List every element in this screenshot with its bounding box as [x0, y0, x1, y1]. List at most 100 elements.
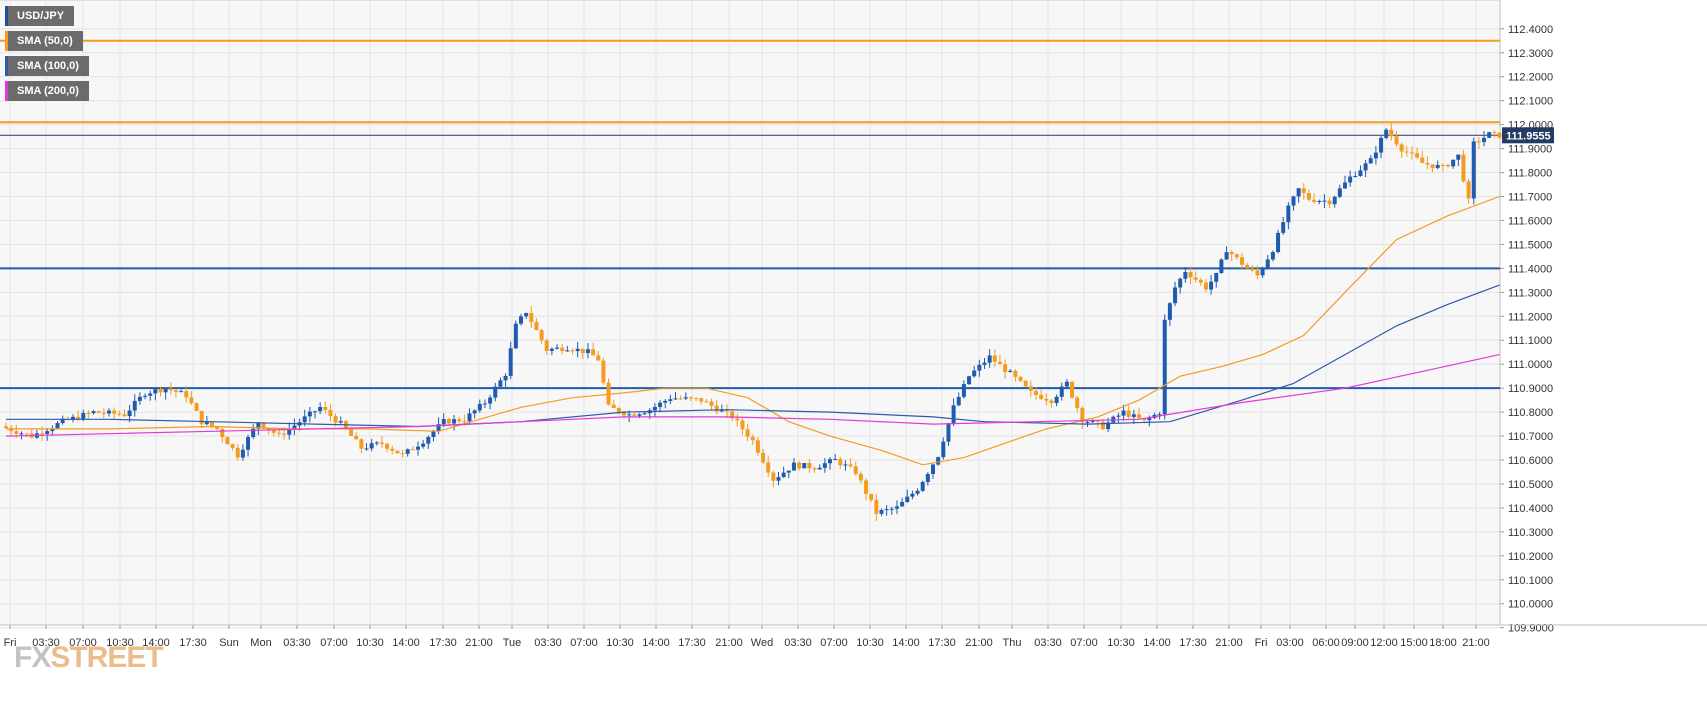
candle-body[interactable] — [694, 397, 699, 399]
candle-body[interactable] — [302, 416, 307, 423]
candle-body[interactable] — [385, 443, 390, 449]
candle-body[interactable] — [735, 418, 740, 421]
candle-body[interactable] — [745, 429, 750, 437]
candle-body[interactable] — [91, 411, 96, 414]
candle-body[interactable] — [4, 426, 8, 429]
candle-body[interactable] — [817, 467, 822, 470]
candle-body[interactable] — [956, 396, 961, 406]
candle-body[interactable] — [987, 355, 992, 363]
candle-body[interactable] — [673, 398, 678, 400]
candle-body[interactable] — [611, 404, 616, 409]
candle-body[interactable] — [127, 410, 132, 417]
candle-body[interactable] — [210, 422, 214, 427]
candle-body[interactable] — [1260, 268, 1265, 276]
candle-body[interactable] — [328, 410, 333, 417]
candle-body[interactable] — [822, 463, 827, 468]
candle-body[interactable] — [1229, 252, 1234, 255]
legend-usdjpy[interactable]: USD/JPY — [5, 6, 75, 26]
candle-body[interactable] — [555, 347, 560, 349]
candle-body[interactable] — [282, 433, 287, 435]
candle-body[interactable] — [946, 423, 951, 442]
candle-body[interactable] — [390, 448, 395, 451]
candle-body[interactable] — [920, 481, 925, 491]
candle-body[interactable] — [807, 463, 812, 469]
candle-body[interactable] — [1173, 287, 1178, 304]
candle-body[interactable] — [688, 397, 693, 399]
candle-body[interactable] — [1064, 381, 1069, 387]
candle-body[interactable] — [266, 427, 271, 431]
candle-body[interactable] — [184, 391, 189, 398]
candle-body[interactable] — [477, 403, 482, 411]
candle-body[interactable] — [967, 376, 972, 385]
candle-body[interactable] — [951, 405, 956, 424]
candle-body[interactable] — [889, 508, 894, 510]
candle-body[interactable] — [1085, 421, 1090, 423]
candle-body[interactable] — [158, 389, 163, 393]
candle-body[interactable] — [1415, 153, 1420, 158]
candle-body[interactable] — [1440, 164, 1445, 166]
candle-body[interactable] — [858, 473, 863, 481]
candle-body[interactable] — [1039, 394, 1044, 399]
candle-body[interactable] — [163, 388, 168, 393]
candle-body[interactable] — [364, 448, 369, 450]
candle-body[interactable] — [503, 375, 508, 381]
candle-body[interactable] — [395, 450, 400, 454]
candle-body[interactable] — [977, 364, 982, 371]
candle-body[interactable] — [730, 411, 735, 419]
candle-body[interactable] — [1157, 414, 1162, 416]
candle-body[interactable] — [148, 393, 153, 396]
candle-body[interactable] — [256, 422, 261, 429]
candle-body[interactable] — [1028, 386, 1033, 391]
candle-body[interactable] — [426, 436, 431, 444]
candle-body[interactable] — [1281, 222, 1286, 233]
candle-body[interactable] — [941, 441, 946, 458]
candle-body[interactable] — [446, 419, 451, 424]
candle-body[interactable] — [1353, 175, 1358, 177]
candle-body[interactable] — [1214, 272, 1219, 282]
candle-body[interactable] — [81, 412, 86, 420]
candle-body[interactable] — [14, 431, 19, 434]
candle-body[interactable] — [997, 361, 1002, 365]
candle-body[interactable] — [1446, 164, 1450, 167]
candle-body[interactable] — [122, 414, 127, 417]
candle-body[interactable] — [1008, 370, 1013, 373]
candle-body[interactable] — [117, 413, 122, 415]
candle-body[interactable] — [1203, 282, 1208, 290]
candle-body[interactable] — [869, 493, 874, 500]
candle-body[interactable] — [1337, 188, 1342, 197]
candle-body[interactable] — [833, 459, 838, 461]
candle-body[interactable] — [1296, 188, 1301, 197]
candle-body[interactable] — [1044, 398, 1049, 401]
candle-body[interactable] — [276, 432, 281, 434]
candle-body[interactable] — [740, 420, 745, 430]
candle-body[interactable] — [1482, 137, 1487, 143]
candle-body[interactable] — [1301, 188, 1306, 194]
candle-body[interactable] — [1363, 163, 1368, 171]
candle-body[interactable] — [235, 447, 240, 458]
candle-body[interactable] — [1476, 141, 1481, 143]
candle-body[interactable] — [24, 433, 29, 435]
candle-body[interactable] — [19, 433, 24, 435]
candle-body[interactable] — [1142, 418, 1147, 421]
legend-sma-200[interactable]: SMA (200,0) — [5, 81, 89, 101]
candle-body[interactable] — [493, 386, 498, 398]
candle-body[interactable] — [40, 433, 45, 435]
candle-body[interactable] — [596, 355, 601, 361]
candle-body[interactable] — [725, 410, 729, 412]
candle-body[interactable] — [776, 477, 781, 481]
candle-body[interactable] — [1137, 414, 1141, 419]
candle-body[interactable] — [900, 502, 905, 507]
candle-body[interactable] — [652, 406, 657, 411]
candle-body[interactable] — [585, 349, 590, 354]
candle-body[interactable] — [1075, 397, 1080, 408]
candle-body[interactable] — [632, 414, 637, 416]
candle-body[interactable] — [1451, 159, 1456, 167]
candle-body[interactable] — [1312, 199, 1317, 202]
candle-body[interactable] — [560, 347, 565, 352]
candle-body[interactable] — [719, 410, 724, 412]
candle-body[interactable] — [405, 449, 410, 454]
candle-body[interactable] — [565, 350, 570, 352]
candle-body[interactable] — [369, 443, 374, 449]
candle-body[interactable] — [1389, 129, 1394, 137]
legend-sma-50[interactable]: SMA (50,0) — [5, 31, 83, 51]
